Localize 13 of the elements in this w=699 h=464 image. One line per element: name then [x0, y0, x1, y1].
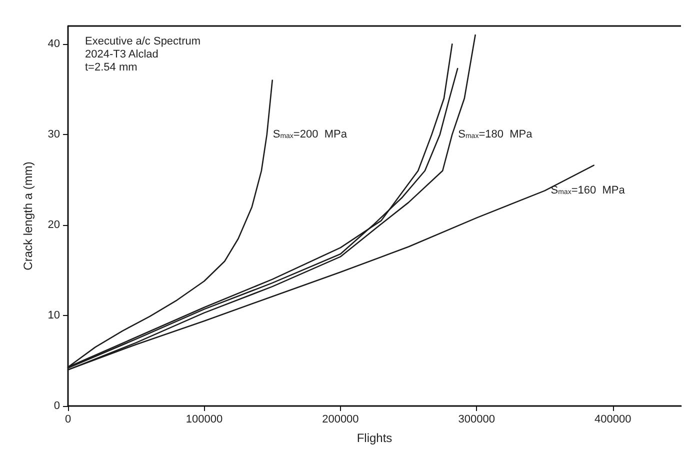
y-tick-label: 40: [48, 38, 60, 50]
x-axis-title: Flights: [356, 431, 392, 445]
text: Executive a/c Spectrum 2024-T3 Alclad t=2.54 mm: [85, 36, 201, 74]
y-tick-label: 30: [48, 128, 60, 141]
y-tick-label: 0: [54, 400, 60, 412]
x-tick-label: 0: [64, 414, 72, 426]
y-axis-title: Crack length a (mm): [21, 162, 35, 270]
y-tick-label: 20: [48, 219, 60, 232]
x-tick-label: 300000: [458, 414, 496, 426]
y-tick-label: 10: [48, 310, 60, 322]
x-tick-label: 400000: [594, 414, 632, 426]
x-tick-label: 200000: [322, 414, 359, 426]
x-tick-label: 100000: [186, 414, 223, 426]
